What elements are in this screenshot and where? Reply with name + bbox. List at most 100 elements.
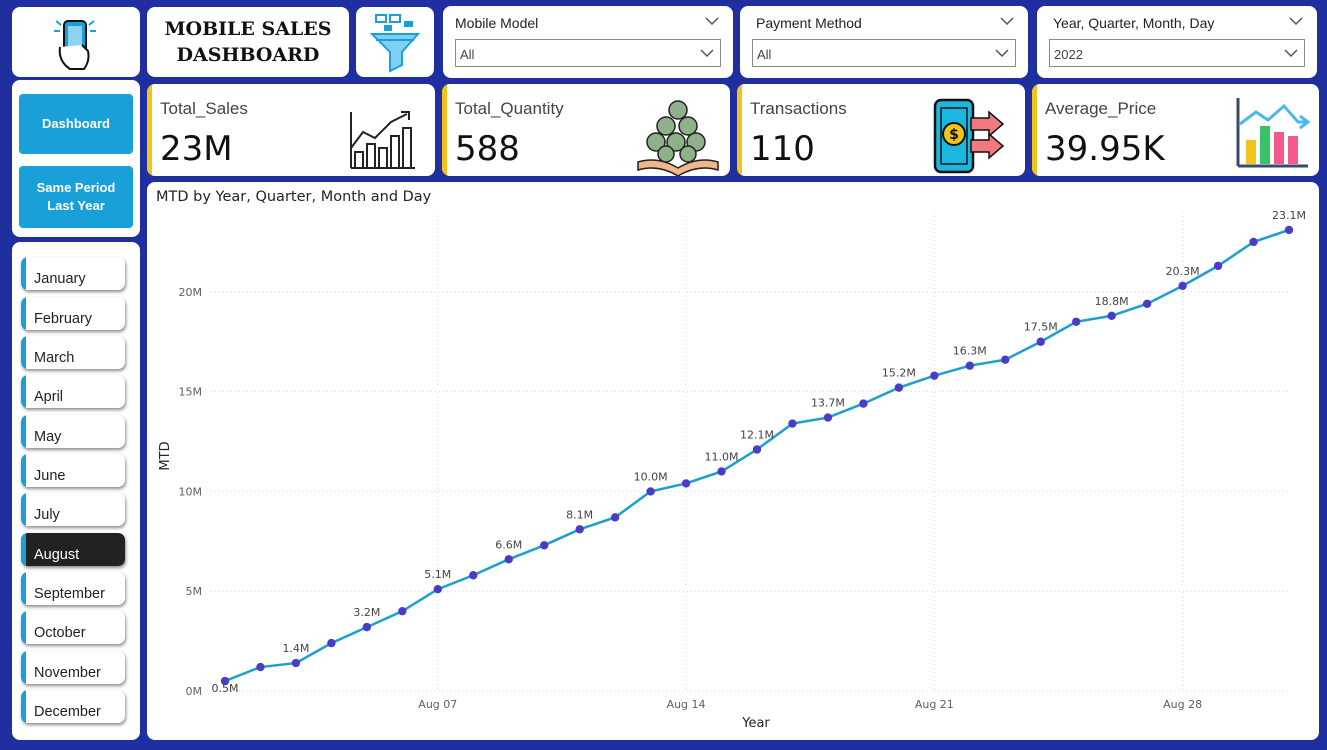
month-november[interactable]: November bbox=[21, 651, 125, 684]
data-point bbox=[717, 467, 726, 476]
data-point bbox=[1036, 337, 1045, 346]
data-point bbox=[823, 413, 833, 422]
data-point bbox=[256, 662, 265, 672]
data-point bbox=[1213, 261, 1223, 271]
data-point bbox=[965, 361, 974, 370]
dropdown-value: All bbox=[460, 47, 475, 62]
chart-plot-area: 0M 5M 10M 15M 20M Aug 07 Aug 14 Aug 21 Aug 28 Yea… bbox=[158, 209, 1306, 731]
data-point bbox=[752, 445, 762, 454]
data-label: 12.1M bbox=[740, 429, 774, 442]
month-january[interactable]: January bbox=[21, 257, 125, 290]
data-label: 17.5M bbox=[1024, 321, 1058, 334]
month-july[interactable]: July bbox=[21, 493, 125, 526]
mobile-model-slicer[interactable]: Mobile Model All bbox=[443, 6, 733, 78]
month-slicer-panel: January February March April May June Ju… bbox=[12, 242, 140, 740]
data-point bbox=[469, 571, 478, 580]
kpi-value: 588 bbox=[455, 129, 520, 169]
y-tick-label: 10M bbox=[179, 485, 203, 498]
month-label: August bbox=[34, 547, 80, 563]
data-point bbox=[788, 419, 797, 428]
kpi-value: 23M bbox=[160, 129, 233, 169]
data-point bbox=[291, 658, 301, 668]
x-axis-title: Year bbox=[741, 716, 770, 731]
data-point bbox=[327, 638, 336, 648]
chevron-down-icon[interactable] bbox=[1289, 16, 1303, 26]
chevron-down-icon bbox=[995, 49, 1009, 58]
funnel-icon bbox=[369, 14, 421, 73]
month-december[interactable]: December bbox=[21, 690, 125, 723]
dashboard-title-panel: MOBILE SALES DASHBOARD bbox=[147, 7, 349, 77]
date-dropdown[interactable]: 2022 bbox=[1049, 39, 1305, 67]
month-label: February bbox=[34, 311, 93, 327]
data-label: 18.8M bbox=[1095, 295, 1129, 308]
month-october[interactable]: October bbox=[21, 611, 125, 644]
filter-panel[interactable] bbox=[356, 7, 434, 77]
y-tick-label: 15M bbox=[179, 386, 203, 399]
series-line bbox=[224, 228, 1290, 683]
month-label: November bbox=[34, 665, 101, 681]
data-point bbox=[1249, 237, 1258, 247]
data-point bbox=[1178, 281, 1187, 291]
payment-method-slicer[interactable]: Payment Method All bbox=[740, 6, 1028, 78]
data-label: 11.0M bbox=[705, 450, 739, 463]
slicer-title: Payment Method bbox=[756, 15, 862, 31]
y-tick-label: 20M bbox=[179, 286, 203, 299]
month-march[interactable]: March bbox=[21, 336, 125, 369]
month-label: July bbox=[34, 507, 60, 523]
data-point bbox=[1284, 225, 1294, 235]
chevron-down-icon[interactable] bbox=[1000, 16, 1014, 26]
data-point bbox=[398, 606, 407, 616]
data-label: 3.2M bbox=[353, 606, 380, 619]
month-label: April bbox=[34, 389, 64, 405]
month-april[interactable]: April bbox=[21, 375, 125, 408]
y-tick-label: 0M bbox=[186, 685, 203, 698]
dashboard-button[interactable]: Dashboard bbox=[19, 94, 133, 154]
month-label: June bbox=[34, 468, 66, 484]
dropdown-value: All bbox=[757, 47, 772, 62]
month-label: October bbox=[34, 625, 86, 641]
month-september[interactable]: September bbox=[21, 572, 125, 605]
data-point bbox=[575, 525, 584, 534]
month-may[interactable]: May bbox=[21, 415, 125, 448]
mobile-model-dropdown[interactable]: All bbox=[455, 39, 721, 67]
svg-text:$: $ bbox=[949, 127, 959, 143]
same-period-last-year-button[interactable]: Same Period Last Year bbox=[19, 166, 133, 228]
data-point bbox=[504, 555, 513, 564]
data-point bbox=[220, 676, 230, 686]
mtd-line-chart: MTD by Year, Quarter, Month and Day 0M 5M… bbox=[147, 182, 1319, 740]
slicer-title: Mobile Model bbox=[455, 15, 539, 31]
chevron-down-icon[interactable] bbox=[705, 16, 719, 26]
kpi-label: Transactions bbox=[750, 99, 847, 118]
logo-panel bbox=[12, 7, 140, 77]
data-label: 20.3M bbox=[1166, 265, 1200, 278]
x-tick-label: Aug 07 bbox=[418, 698, 457, 711]
colored-bars-trend-icon bbox=[1236, 98, 1311, 168]
month-june[interactable]: June bbox=[21, 454, 125, 487]
kpi-label: Total_Sales bbox=[160, 99, 248, 118]
phone-payment-icon: $ bbox=[933, 98, 1005, 174]
money-bags-icon bbox=[637, 100, 719, 176]
chevron-down-icon bbox=[1284, 49, 1298, 58]
data-point bbox=[362, 622, 372, 632]
data-label: 1.4M bbox=[282, 642, 309, 655]
data-point bbox=[930, 371, 939, 380]
data-label: 23.1M bbox=[1272, 209, 1306, 222]
dropdown-value: 2022 bbox=[1054, 47, 1083, 62]
month-label: May bbox=[34, 429, 62, 445]
date-slicer[interactable]: Year, Quarter, Month, Day 2022 bbox=[1037, 6, 1317, 78]
kpi-value: 39.95K bbox=[1045, 129, 1165, 169]
payment-method-dropdown[interactable]: All bbox=[752, 39, 1016, 67]
data-label: 13.7M bbox=[811, 397, 845, 410]
month-february[interactable]: February bbox=[21, 297, 125, 330]
data-label: 15.2M bbox=[882, 367, 916, 380]
kpi-label: Average_Price bbox=[1045, 99, 1157, 118]
x-tick-label: Aug 21 bbox=[915, 698, 954, 711]
chevron-down-icon bbox=[700, 49, 714, 58]
y-axis-title: MTD bbox=[158, 441, 173, 470]
dashboard-title: MOBILE SALES DASHBOARD bbox=[164, 18, 332, 66]
data-point bbox=[681, 479, 691, 488]
month-august[interactable]: August bbox=[21, 533, 125, 566]
data-point bbox=[646, 487, 655, 496]
bar-chart-growth-icon bbox=[350, 111, 415, 169]
data-point bbox=[540, 541, 549, 550]
